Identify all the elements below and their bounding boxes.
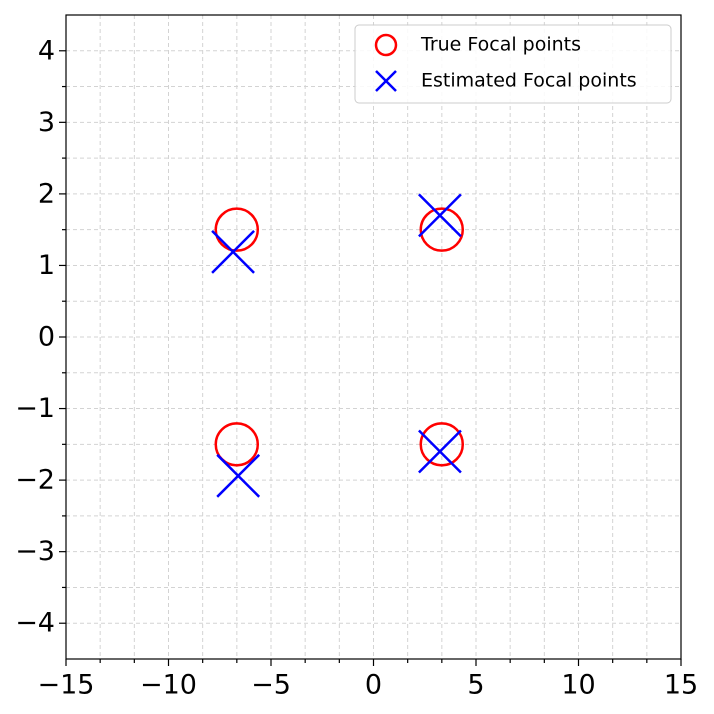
point bbox=[214, 422, 260, 467]
point bbox=[418, 429, 462, 474]
plot-frame bbox=[65, 14, 682, 660]
x-tick-label: −5 bbox=[251, 670, 291, 701]
x-tick-label: 15 bbox=[664, 670, 698, 701]
legend-label: True Focal points bbox=[420, 34, 581, 56]
y-tick-label: 3 bbox=[38, 107, 55, 138]
y-tick-label: 0 bbox=[38, 322, 55, 353]
x-tick-label: 0 bbox=[365, 670, 382, 701]
y-tick-label: −4 bbox=[15, 608, 55, 639]
y-tick-label: 2 bbox=[38, 178, 55, 209]
y-tick-label: 1 bbox=[38, 250, 55, 281]
x-tick-label: 10 bbox=[561, 670, 595, 701]
legend-box bbox=[354, 24, 672, 104]
x-tick-label: −10 bbox=[140, 670, 197, 701]
point bbox=[216, 453, 261, 498]
y-tick-label: 4 bbox=[38, 35, 55, 66]
x-tick-label: 5 bbox=[467, 670, 484, 701]
y-tick-label: −3 bbox=[15, 536, 55, 567]
y-tick-label: −1 bbox=[15, 393, 55, 424]
x-tick-label: −15 bbox=[38, 670, 95, 701]
point bbox=[211, 229, 255, 274]
point bbox=[419, 207, 465, 252]
legend-marker bbox=[375, 70, 397, 92]
legend-marker bbox=[374, 33, 398, 57]
y-tick-label: −2 bbox=[15, 465, 55, 496]
legend-label: Estimated Focal points bbox=[421, 70, 637, 92]
point bbox=[418, 193, 462, 238]
point bbox=[214, 207, 260, 252]
point bbox=[419, 422, 465, 467]
